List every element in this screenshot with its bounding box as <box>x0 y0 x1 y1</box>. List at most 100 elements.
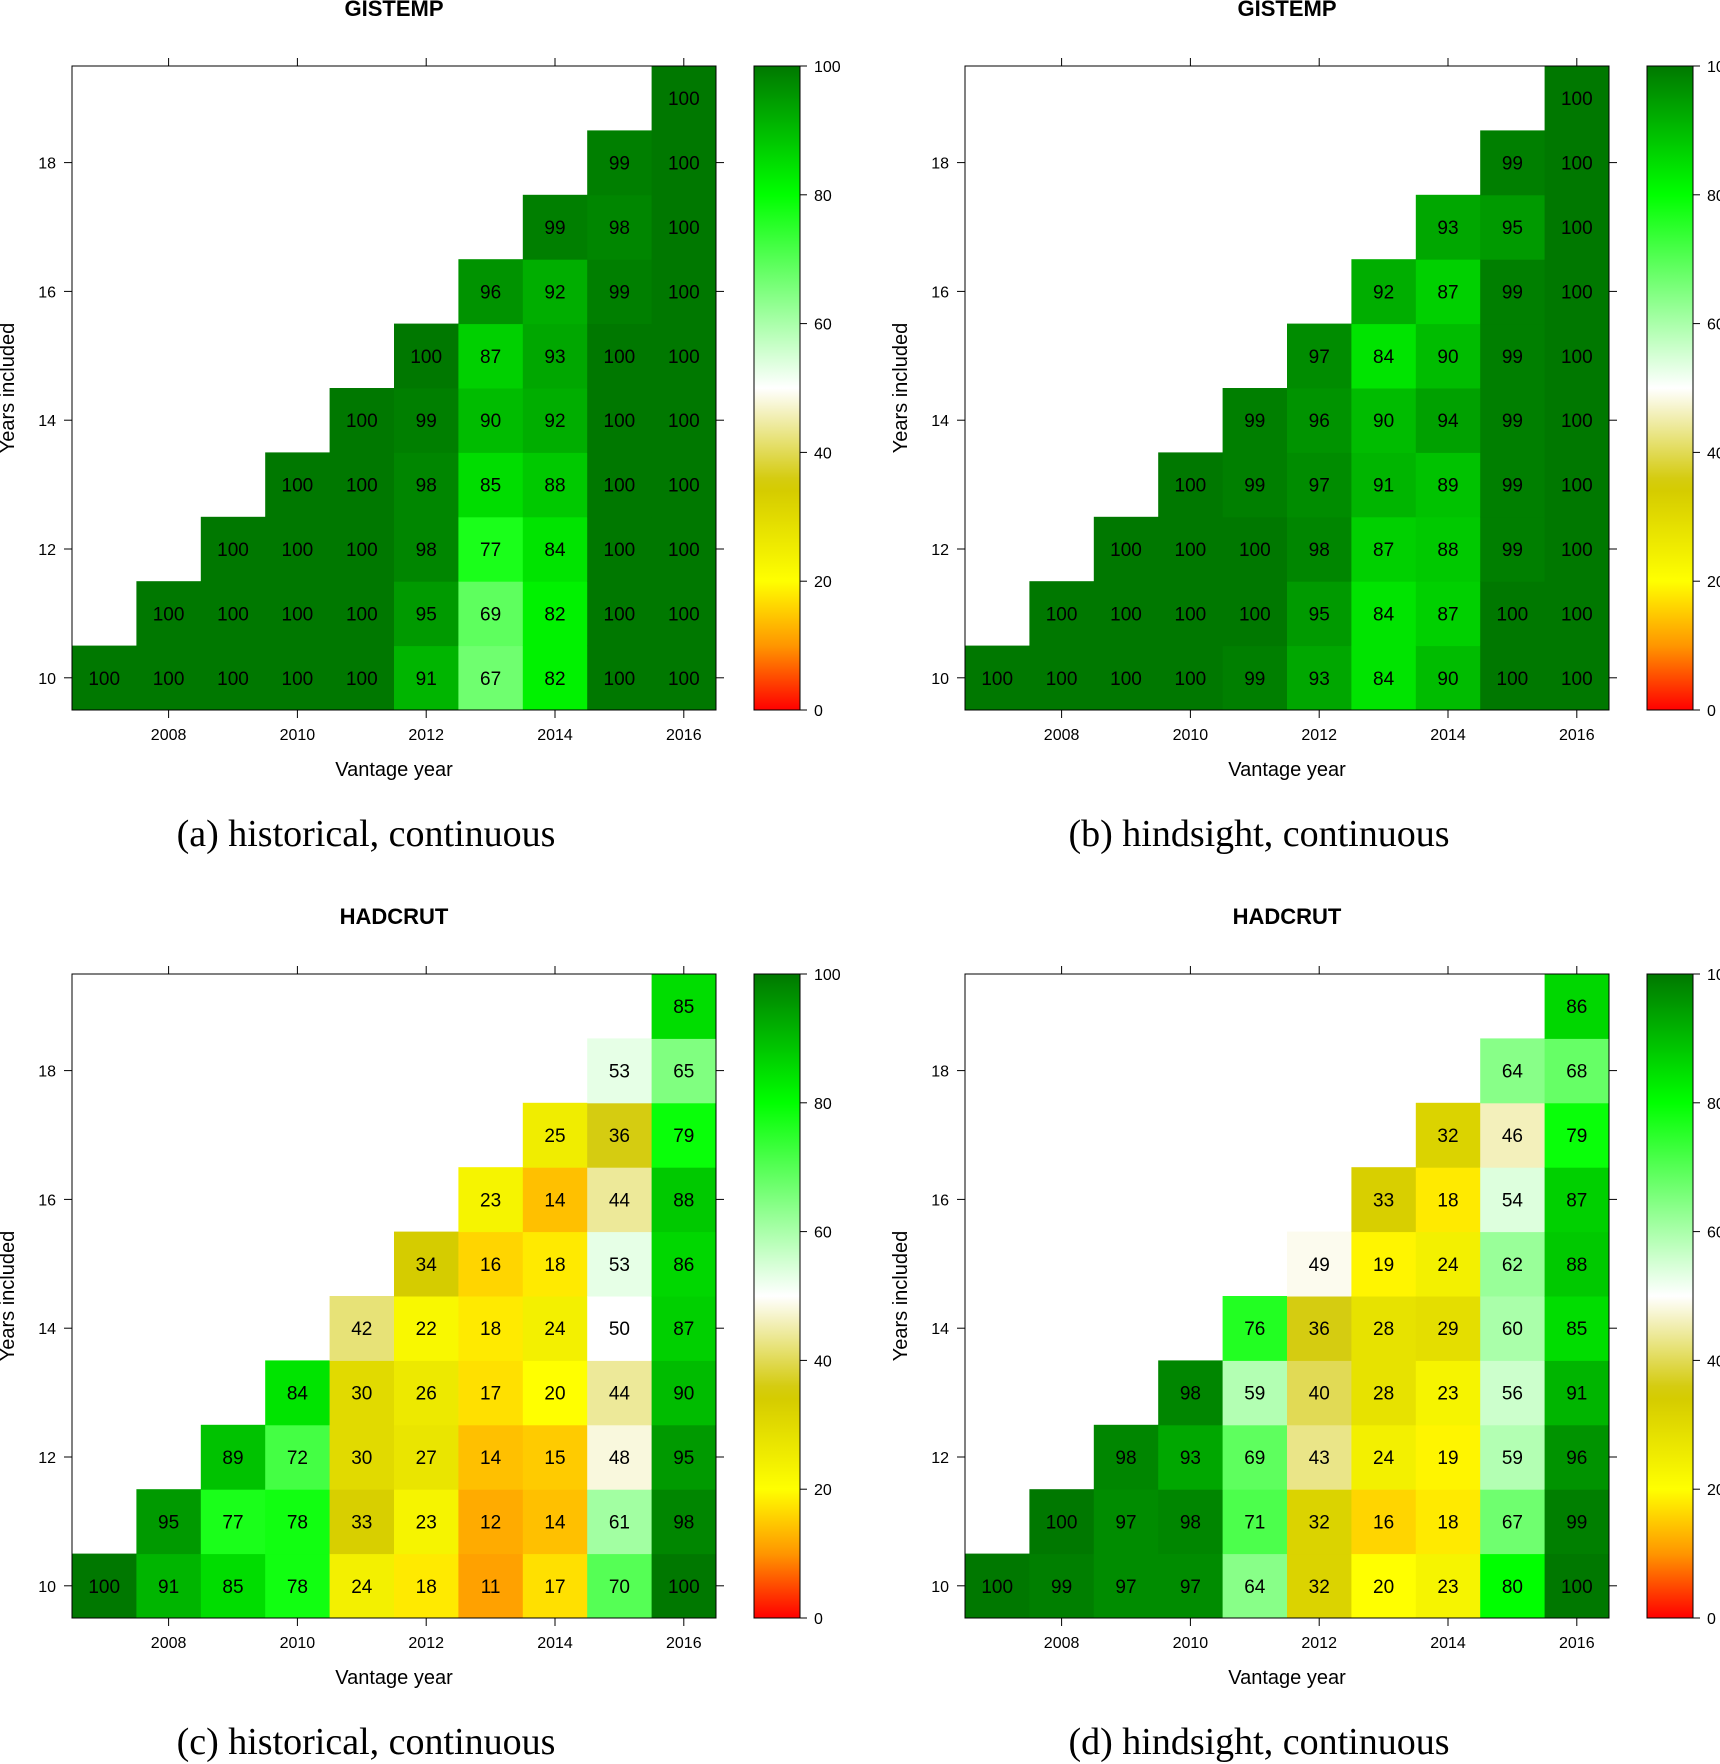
cell-label: 98 <box>1309 540 1330 561</box>
cell-label: 100 <box>668 89 700 110</box>
cell-label: 87 <box>1373 540 1394 561</box>
cell-label: 70 <box>609 1577 630 1598</box>
cell-label: 65 <box>673 1062 694 1083</box>
heatmap-cell <box>522 581 588 647</box>
heatmap-cell <box>587 1038 653 1104</box>
colorbar-tick-label: 0 <box>1707 703 1716 720</box>
cell-label: 27 <box>416 1448 437 1469</box>
cell-label: 36 <box>609 1126 630 1147</box>
heatmap-cell <box>522 1489 588 1555</box>
cell-label: 100 <box>1561 476 1593 497</box>
heatmap-cell <box>458 259 524 325</box>
cell-label: 24 <box>351 1577 373 1598</box>
colorbar-tick-label: 0 <box>1707 1611 1716 1628</box>
heatmap-cell <box>265 1360 331 1426</box>
cell-label: 100 <box>604 669 636 690</box>
cell-label: 29 <box>1437 1319 1458 1340</box>
heatmap-cell <box>1287 1553 1352 1619</box>
cell-label: 100 <box>1110 669 1142 690</box>
heatmap-cell <box>651 388 717 453</box>
x-tick-label: 2014 <box>537 727 573 744</box>
cell-label: 87 <box>1437 282 1458 303</box>
cell-label: 99 <box>1244 411 1265 432</box>
colorbar <box>1646 973 1694 1619</box>
cell-label: 99 <box>609 282 630 303</box>
heatmap-cell <box>1415 194 1481 260</box>
heatmap-cell <box>1544 323 1610 389</box>
heatmap-cell <box>651 516 717 582</box>
cell-label: 82 <box>544 669 565 690</box>
x-tick-label: 2010 <box>1173 727 1209 744</box>
heatmap-cell <box>1544 645 1610 711</box>
heatmap-cell <box>458 1424 524 1490</box>
heatmap-cell <box>394 1553 459 1619</box>
cell-label: 33 <box>1373 1190 1394 1211</box>
cell-label: 100 <box>1110 540 1142 561</box>
cell-label: 100 <box>1046 604 1078 625</box>
cell-label: 59 <box>1502 1448 1523 1469</box>
heatmap-cell <box>1415 1231 1481 1297</box>
heatmap-cell <box>522 516 588 582</box>
heatmap-cell <box>1480 259 1546 325</box>
y-tick-label: 12 <box>931 542 949 559</box>
heatmap-cell <box>394 388 459 453</box>
cell-label: 99 <box>1244 476 1265 497</box>
cell-label: 96 <box>480 282 501 303</box>
heatmap-cell <box>1351 452 1417 518</box>
heatmap-cell <box>651 1360 717 1426</box>
cell-label: 49 <box>1309 1255 1330 1276</box>
cell-label: 32 <box>1309 1577 1330 1598</box>
heatmap-cell <box>1158 516 1224 582</box>
cell-label: 24 <box>1437 1255 1459 1276</box>
heatmap-cell <box>265 1489 331 1555</box>
heatmap-cell <box>1544 66 1610 131</box>
x-axis-label: Vantage year <box>335 759 453 781</box>
cell-label: 19 <box>1437 1448 1458 1469</box>
heatmap-cell <box>1287 581 1352 647</box>
heatmap-cell <box>1480 1038 1546 1104</box>
cell-label: 100 <box>1561 411 1593 432</box>
cell-label: 90 <box>480 411 501 432</box>
heatmap-cell <box>1480 1231 1546 1297</box>
x-tick-label: 2010 <box>280 1635 316 1652</box>
heatmap-cell <box>458 452 524 518</box>
heatmap-cell <box>200 581 266 647</box>
heatmap-cell <box>329 1553 395 1619</box>
x-tick-label: 2016 <box>666 727 702 744</box>
heatmap-cell <box>458 645 524 711</box>
cell-label: 59 <box>1244 1384 1265 1405</box>
cell-label: 100 <box>346 476 378 497</box>
heatmap-cell <box>587 1296 653 1361</box>
colorbar-tick-label: 100 <box>1707 967 1720 984</box>
heatmap-cell <box>265 1424 331 1490</box>
heatmap-cell <box>651 323 717 389</box>
heatmap-cell <box>458 1553 524 1619</box>
cell-label: 100 <box>1110 604 1142 625</box>
heatmap-cell <box>458 323 524 389</box>
heatmap-cell <box>1351 1296 1417 1361</box>
cell-label: 69 <box>480 604 501 625</box>
heatmap-cell <box>651 1167 717 1233</box>
cell-label: 97 <box>1115 1577 1136 1598</box>
heatmap-cell <box>522 388 588 453</box>
y-tick-label: 12 <box>38 542 56 559</box>
cell-label: 20 <box>544 1384 565 1405</box>
cell-label: 72 <box>287 1448 308 1469</box>
cell-label: 100 <box>1497 669 1529 690</box>
heatmap-cell <box>522 645 588 711</box>
cell-label: 18 <box>416 1577 437 1598</box>
y-axis-label: Years included <box>0 1231 19 1361</box>
cell-label: 92 <box>1373 282 1394 303</box>
cell-label: 100 <box>1561 347 1593 368</box>
heatmap-cell <box>1351 1231 1417 1297</box>
y-tick-label: 16 <box>38 1192 56 1209</box>
cell-label: 100 <box>88 669 120 690</box>
heatmap-cell <box>587 194 653 260</box>
cell-label: 84 <box>287 1384 309 1405</box>
heatmap-cell <box>1093 516 1159 582</box>
heatmap-cell <box>1544 1424 1610 1490</box>
cell-label: 100 <box>604 347 636 368</box>
cell-label: 100 <box>1175 604 1207 625</box>
y-tick-label: 14 <box>38 413 56 430</box>
